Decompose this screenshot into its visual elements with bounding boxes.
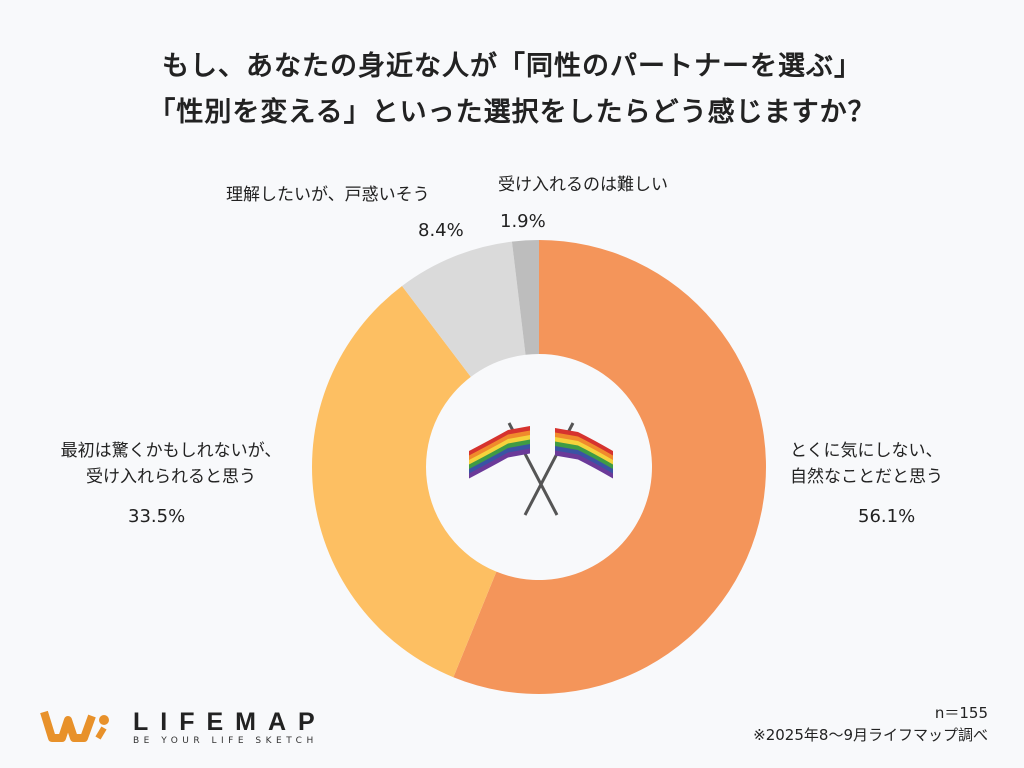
sample-size: n＝155 [934, 704, 988, 722]
pct-slice-3: 1.9% [500, 211, 546, 232]
label-slice-0: とくに気にしない、 自然なことだと思う [790, 438, 943, 490]
pct-slice-0: 56.1% [858, 506, 916, 527]
rainbow-flags-icon [469, 422, 613, 516]
donut-slice-3 [511, 240, 539, 355]
label-slice-1: 最初は驚くかもしれないが、 受け入れられると思う [40, 438, 302, 490]
label-slice-2: 理解したいが、戸惑いそう [226, 185, 430, 205]
label-line: 受け入れられると思う [86, 467, 256, 487]
label-line: とくに気にしない、 [790, 441, 943, 461]
source-note: ※2025年8〜9月ライフマップ調べ [753, 726, 988, 744]
brand-tagline: BE YOUR LIFE SKETCH [133, 736, 318, 746]
donut-slice-1 [311, 285, 497, 678]
pct-slice-1: 33.5% [128, 506, 186, 527]
donut-slice-2 [402, 241, 526, 377]
donut-slice-0 [453, 240, 766, 694]
lifemap-logo-icon [40, 710, 109, 742]
brand-name: LIFEMAP [133, 708, 327, 736]
label-line: 自然なことだと思う [790, 467, 943, 487]
label-line: 最初は驚くかもしれないが、 [60, 441, 282, 461]
chart-title-line-1: もし、あなたの身近な人が「同性のパートナーを選ぶ」 [162, 51, 862, 82]
label-slice-3: 受け入れるのは難しい [498, 175, 668, 195]
chart-title-line-2: 「性別を変える」といった選択をしたらどう感じますか？ [148, 97, 876, 128]
pct-slice-2: 8.4% [418, 220, 464, 241]
